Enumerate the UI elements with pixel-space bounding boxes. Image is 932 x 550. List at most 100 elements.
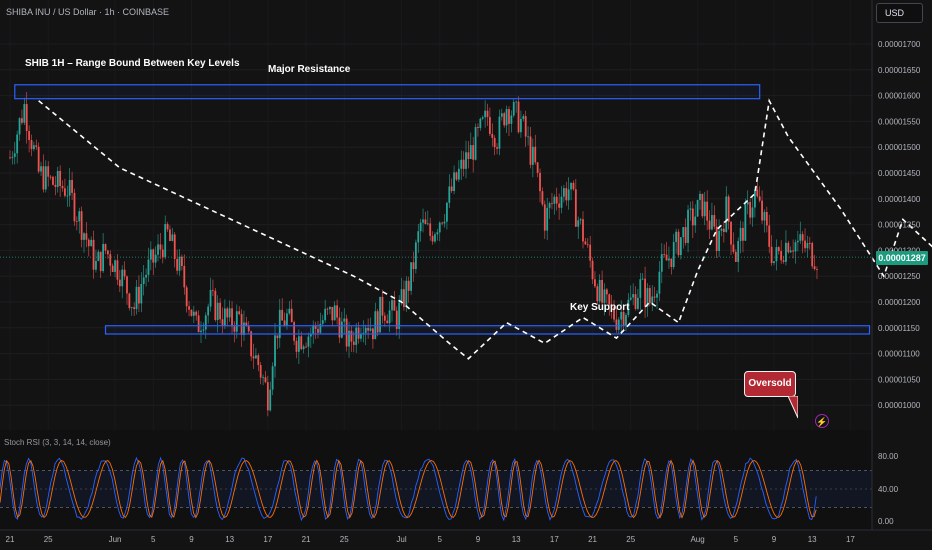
candle-body [357, 327, 360, 339]
candle-body [491, 133, 494, 138]
candle-body [455, 172, 458, 180]
candle-body [388, 310, 391, 324]
candle-body [407, 280, 410, 291]
candle-body [498, 116, 501, 149]
lightning-bolt-icon[interactable]: ⚡ [815, 414, 829, 428]
candle-body [574, 189, 577, 227]
time-tick-label: 17 [263, 535, 272, 544]
candle-body [209, 290, 212, 307]
candle-body [97, 251, 100, 261]
candle-body [178, 256, 181, 271]
stoch-d-line [0, 459, 817, 519]
time-tick-label: 21 [6, 535, 15, 544]
candle-body [694, 216, 697, 226]
candle-body [386, 320, 389, 324]
candle-body [792, 250, 794, 252]
price-tick-label: 0.00001250 [878, 272, 921, 281]
candle-body [111, 265, 114, 272]
candle-body [379, 296, 381, 333]
candle-body [610, 304, 613, 307]
candle-body [352, 341, 355, 345]
candle-body [472, 145, 475, 160]
candle-body [796, 240, 799, 243]
time-tick-label: 21 [588, 535, 597, 544]
candle-body [32, 145, 35, 150]
candle-body [250, 331, 253, 357]
candle-body [140, 283, 143, 304]
candle-body [414, 242, 417, 270]
candle-body [426, 223, 429, 225]
candle-body [663, 254, 666, 255]
zone-rectangle [14, 84, 761, 100]
price-tick-label: 0.00001400 [878, 195, 921, 204]
candle-body [405, 280, 408, 307]
candle-body [367, 327, 370, 331]
candle-body [204, 315, 207, 330]
candle-body [446, 202, 448, 222]
candle-body [28, 131, 30, 141]
candle-body [522, 116, 525, 119]
candle-body [615, 319, 618, 330]
candle-body [761, 200, 763, 221]
candle-body [656, 293, 658, 298]
candle-body [555, 196, 558, 204]
candle-body [496, 147, 498, 149]
candle-body [262, 377, 264, 379]
time-tick-label: 17 [550, 535, 559, 544]
candle-body [290, 308, 293, 323]
candle-body [677, 231, 680, 256]
candle-body [197, 315, 200, 333]
candle-body [627, 299, 630, 315]
candle-body [672, 242, 675, 268]
candle-body [787, 242, 790, 253]
candle-body [360, 334, 362, 339]
candle-body [448, 186, 451, 203]
price-tick-label: 0.00001550 [878, 117, 921, 126]
candle-body [398, 302, 401, 329]
price-tick-label: 0.00001050 [878, 375, 921, 384]
time-tick-label: 21 [302, 535, 311, 544]
candle-body [92, 239, 95, 270]
candle-body [658, 271, 661, 294]
candle-body [474, 127, 477, 160]
time-tick-label: Jun [109, 535, 122, 544]
candle-body [21, 118, 23, 123]
currency-selector[interactable]: USD [876, 3, 923, 23]
candle-body [317, 328, 319, 333]
candle-body [481, 117, 484, 119]
candle-body [505, 109, 508, 126]
candle-body [441, 222, 444, 224]
candle-body [343, 318, 346, 322]
candle-body [147, 259, 150, 275]
price-zones [14, 84, 871, 335]
candle-body [620, 311, 623, 320]
candle-body [44, 166, 47, 190]
candle-body [348, 330, 350, 347]
candle-body [613, 306, 615, 320]
price-tick-label: 0.00001000 [878, 401, 921, 410]
candle-body [708, 220, 711, 230]
osc-tick-label: 0.00 [878, 517, 894, 526]
candle-body [214, 290, 217, 320]
candle-body [104, 244, 107, 251]
candle-body [391, 300, 393, 311]
candle-body [816, 269, 818, 270]
candle-body [684, 227, 687, 243]
candle-body [269, 389, 272, 411]
candle-body [637, 297, 639, 309]
candle-body [591, 260, 594, 280]
candle-body [152, 249, 155, 263]
candle-body [699, 193, 701, 201]
candle-body [23, 104, 26, 123]
candle-body [768, 225, 771, 247]
candle-body [431, 235, 434, 242]
candle-body [47, 166, 50, 177]
candle-body [691, 208, 694, 226]
candle-body [605, 289, 608, 295]
candle-body [11, 156, 14, 158]
candle-body [744, 204, 747, 241]
candle-body [223, 308, 226, 326]
candle-body [512, 102, 515, 116]
candle-body [660, 254, 663, 272]
